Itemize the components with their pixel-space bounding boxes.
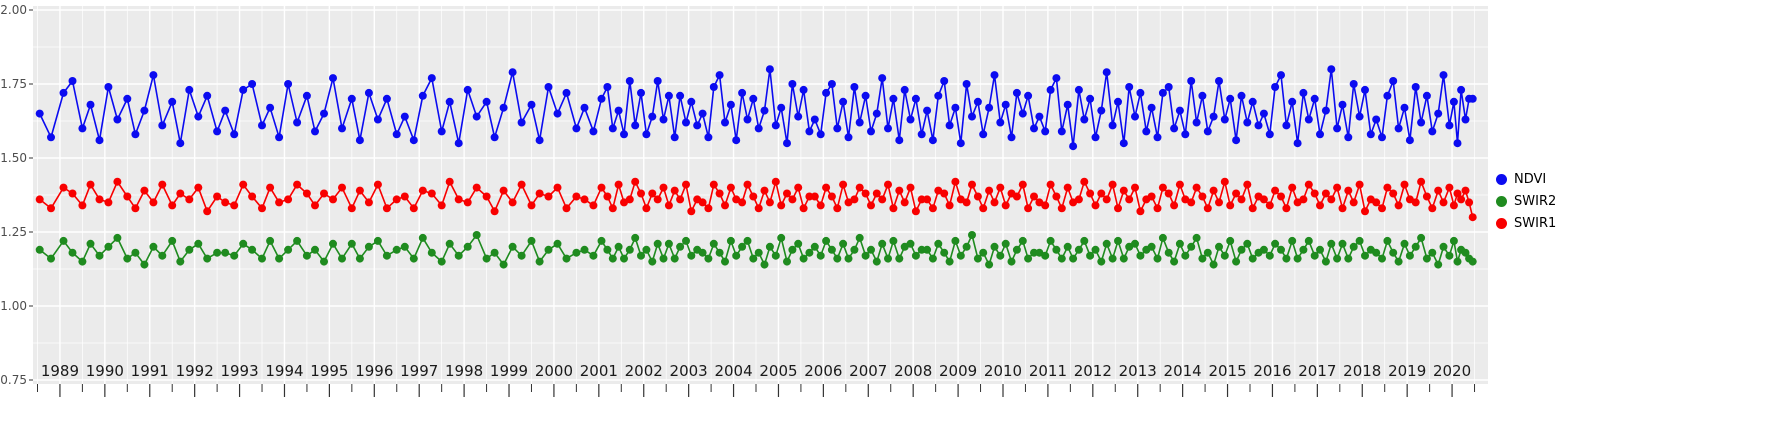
x-axis-year-label: 2005 — [759, 362, 797, 380]
legend-label-swir2: SWIR2 — [1514, 193, 1557, 209]
swir1-series-dot-icon — [1496, 217, 1507, 229]
x-axis-year-label: 2008 — [894, 362, 932, 380]
x-axis-year-label: 1989 — [41, 362, 79, 380]
swir2-series-dot-icon — [1496, 195, 1507, 207]
x-axis-year-label: 2000 — [535, 362, 573, 380]
y-axis-tick-label: 0.75 — [0, 373, 27, 387]
y-axis-tick-label: 1.75 — [0, 77, 27, 91]
x-axis-year-label: 2003 — [670, 362, 708, 380]
x-axis-year-label: 1990 — [86, 362, 124, 380]
legend-item-ndvi: NDVI — [1496, 170, 1556, 188]
x-axis-year-label: 1995 — [310, 362, 348, 380]
x-axis-year-label: 2019 — [1388, 362, 1426, 380]
axes: 2.00 1.75 1.50 1.25 1.00 0.75 1989 1990 1991 1992… — [0, 3, 1476, 397]
legend-item-swir2: SWIR2 — [1496, 192, 1556, 210]
x-axis-year-label: 2012 — [1074, 362, 1112, 380]
series-swir2 — [35, 231, 1477, 269]
series-ndvi — [35, 65, 1477, 151]
x-axis-year-label: 2017 — [1298, 362, 1336, 380]
x-axis-year-label: 2001 — [580, 362, 618, 380]
x-axis-year-label: 1999 — [490, 362, 528, 380]
x-axis-year-label: 2002 — [625, 362, 663, 380]
swir1-line — [39, 180, 1474, 218]
x-axis-year-label: 1992 — [176, 362, 214, 380]
y-axis-tick-label: 1.00 — [0, 299, 27, 313]
x-axis-year-label: 2011 — [1029, 362, 1067, 380]
y-axis-tick-label: 1.50 — [0, 151, 27, 165]
x-axis-year-label: 2007 — [849, 362, 887, 380]
x-axis-year-label: 2014 — [1164, 362, 1202, 380]
ndvi-series-dot-icon — [1496, 173, 1507, 185]
x-axis-year-label: 2006 — [804, 362, 842, 380]
x-axis-year-label: 1994 — [265, 362, 303, 380]
legend-label-swir1: SWIR1 — [1514, 215, 1557, 231]
x-axis-year-label: 2020 — [1433, 362, 1471, 380]
ndvi-line — [38, 68, 1473, 147]
x-axis-year-label: 2004 — [714, 362, 752, 380]
legend-label-ndvi: NDVI — [1514, 171, 1547, 187]
x-axis-year-label: 2013 — [1119, 362, 1157, 380]
x-axis-year-label: 1991 — [131, 362, 169, 380]
x-axis-year-label: 2016 — [1253, 362, 1291, 380]
y-axis-tick-label: 2.00 — [0, 3, 27, 17]
x-axis-year-label: 1998 — [445, 362, 483, 380]
x-axis-year-label: 2018 — [1343, 362, 1381, 380]
x-axis-year-label: 1996 — [355, 362, 393, 380]
x-axis-year-label: 2010 — [984, 362, 1022, 380]
legend-item-swir1: SWIR1 — [1496, 214, 1556, 232]
x-axis-year-label: 2009 — [939, 362, 977, 380]
x-axis-year-label: 2015 — [1208, 362, 1246, 380]
x-axis-year-label: 1997 — [400, 362, 438, 380]
y-axis-tick-label: 1.25 — [0, 225, 27, 239]
legend: NDVI SWIR2 SWIR1 — [1496, 170, 1556, 232]
series-swir1 — [35, 177, 1477, 222]
x-axis-year-label: 1993 — [220, 362, 258, 380]
